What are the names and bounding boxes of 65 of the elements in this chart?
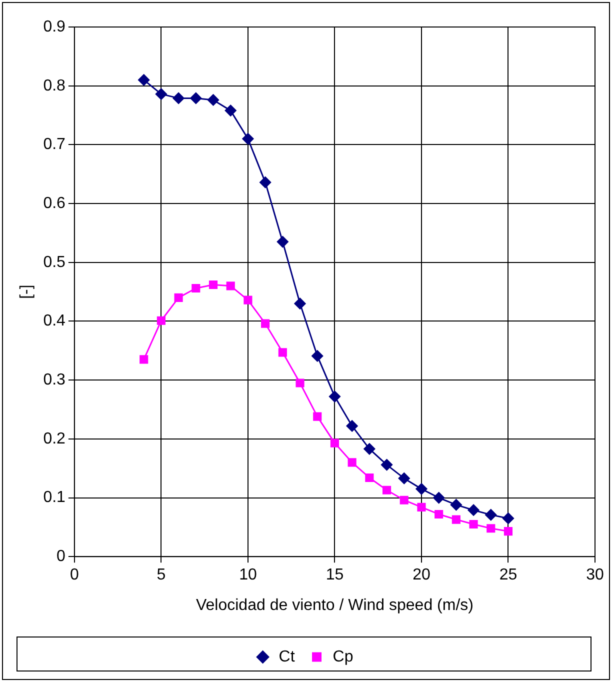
y-tick-label: 0.4 (43, 312, 66, 330)
y-tick-label: 0.3 (43, 371, 66, 388)
point (192, 284, 200, 293)
y-tick-label: 0.5 (43, 254, 66, 271)
x-tick-label: 10 (239, 566, 257, 584)
point (312, 350, 324, 362)
point (504, 527, 513, 536)
x-tick-label: 5 (156, 566, 166, 584)
point (174, 293, 183, 302)
x-tick-label: 30 (586, 566, 604, 584)
y-tick-label: 0.6 (43, 194, 66, 212)
y-tick-label: 0.1 (43, 489, 66, 506)
point (260, 176, 272, 188)
point (226, 282, 235, 290)
y-tick-label: 0 (56, 548, 66, 566)
point (261, 319, 270, 328)
point (276, 236, 288, 248)
point (328, 390, 340, 402)
point (208, 280, 218, 290)
point (416, 483, 428, 495)
y-tick-label: 0.8 (43, 77, 66, 94)
point (433, 492, 445, 504)
point (244, 296, 252, 304)
point (382, 486, 392, 494)
point (486, 524, 496, 533)
point (400, 496, 408, 504)
point (330, 438, 340, 448)
point (313, 412, 322, 421)
point (434, 510, 444, 519)
point (294, 298, 306, 310)
y-tick-label: 0.7 (43, 136, 66, 154)
x-tick-label: 0 (70, 566, 79, 584)
x-tick-label: 15 (326, 566, 344, 584)
point (278, 348, 287, 357)
legend-label: Cp (332, 648, 354, 666)
point (172, 92, 184, 104)
point (140, 355, 148, 364)
point (296, 378, 304, 388)
point (224, 104, 236, 116)
point (469, 520, 478, 529)
x-tick-label: 20 (412, 566, 430, 584)
point (417, 502, 426, 512)
y-tick-label: 0.2 (43, 430, 66, 448)
point (450, 499, 462, 511)
point (208, 94, 220, 106)
point (156, 316, 166, 325)
point (364, 443, 376, 455)
point (398, 472, 410, 484)
x-axis-title: Velocidad de viento / Wind speed (m/s) (196, 596, 474, 614)
point (155, 88, 167, 100)
point (452, 515, 460, 524)
point (485, 509, 497, 521)
legend-label: Ct (278, 648, 296, 666)
point (348, 458, 356, 467)
point (346, 420, 358, 432)
point (502, 512, 514, 524)
point (190, 92, 202, 104)
y-axis-title: [-] (18, 284, 36, 299)
point (468, 504, 480, 516)
point (138, 74, 150, 86)
y-tick-label: 0.9 (43, 18, 66, 36)
x-tick-label: 25 (499, 566, 518, 584)
point (381, 459, 393, 471)
point (365, 473, 374, 482)
point (242, 133, 254, 145)
